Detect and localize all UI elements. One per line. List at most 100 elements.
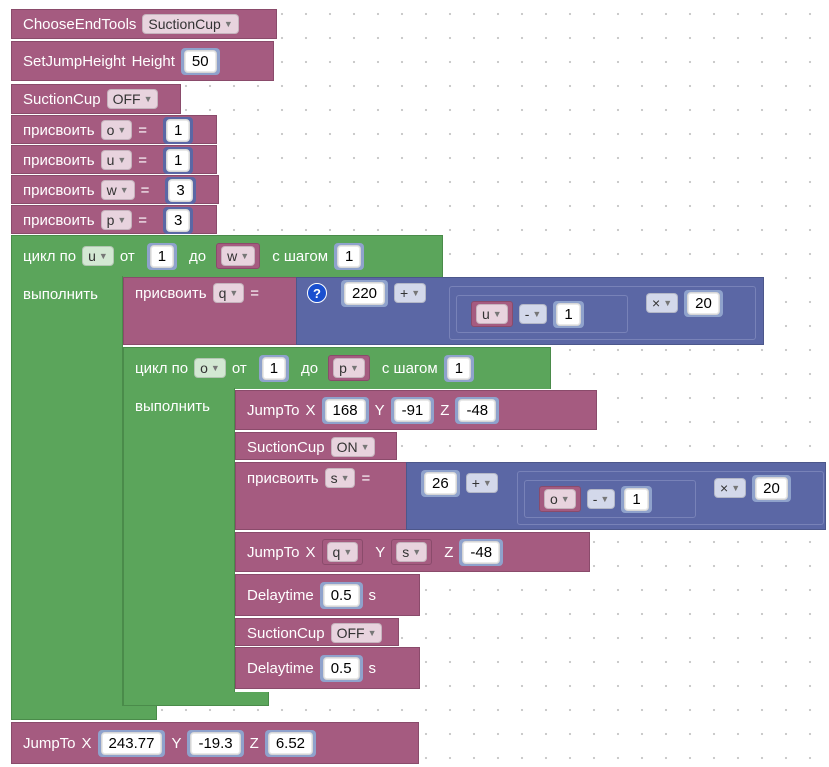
height-input[interactable]: 50 [183,49,217,73]
to-variable-block[interactable]: w ▼ [216,243,261,269]
assign-w-block[interactable]: присвоить w ▼ = 3 [11,175,219,204]
operator-dropdown[interactable]: × ▼ [646,293,679,313]
jump-to-block-1[interactable]: JumpTo X 168 Y -91 Z -48 [235,390,597,430]
variable-block-u[interactable]: u ▼ [471,301,513,327]
multiplier-input[interactable]: 20 [755,476,788,500]
chevron-down-icon: ▼ [210,363,220,373]
step-input[interactable]: 1 [446,356,472,380]
suction-cup-off-block[interactable]: SuctionCup OFF ▼ [11,84,181,114]
variable-dropdown[interactable]: w ▼ [100,180,135,200]
y-variable-block[interactable]: s ▼ [391,539,433,565]
multiply-expression[interactable]: u ▼ - ▼ 1 × ▼ 20 [449,286,756,340]
inner-loop-block[interactable]: цикл по o ▼ от 1 до p ▼ с шагом 1 [123,347,551,389]
value-input[interactable]: 1 [166,148,191,172]
variable-name: q [218,285,227,301]
y-input[interactable]: -91 [393,398,432,422]
z-input[interactable]: -48 [462,540,501,564]
choose-end-tools-block[interactable]: ChooseEndTools SuctionCup ▼ [11,9,277,39]
seconds-unit: s [368,659,377,677]
outer-loop-block[interactable]: цикл по u ▼ от 1 до w ▼ с шагом 1 [11,235,443,277]
variable-dropdown[interactable]: p ▼ [100,210,133,230]
variable-block-o[interactable]: o ▼ [539,486,581,512]
operator-dropdown[interactable]: × ▼ [714,478,747,498]
suction-cup-on-block[interactable]: SuctionCup ON ▼ [235,432,397,460]
suction-cup-off-block-2[interactable]: SuctionCup OFF ▼ [235,618,399,646]
y-label: Y [171,734,182,752]
assign-s-block[interactable]: присвоить s ▼ = [235,462,407,530]
operator-dropdown[interactable]: + ▼ [465,473,498,493]
delay-time-block-1[interactable]: Delaytime 0.5 s [235,574,420,616]
delay-input[interactable]: 0.5 [322,583,360,607]
delay-time-block-2[interactable]: Delaytime 0.5 s [235,647,420,689]
assign-q-block[interactable]: присвоить q ▼ = [123,277,297,345]
end-tool-dropdown[interactable]: SuctionCup ▼ [142,14,239,34]
variable-dropdown[interactable]: s ▼ [324,468,356,488]
set-jump-height-block[interactable]: SetJumpHeight Height 50 [11,41,274,81]
chevron-down-icon: ▼ [117,125,127,135]
z-input[interactable]: 6.52 [267,731,314,755]
chevron-down-icon: ▼ [532,309,542,319]
jump-to-block-2[interactable]: JumpTo X q ▼ Y s ▼ Z -48 [235,532,590,572]
inner-loop-foot [123,692,269,706]
loop-variable-dropdown[interactable]: u ▼ [82,246,114,266]
variable-dropdown[interactable]: q ▼ [212,283,245,303]
y-socket: -91 [390,396,435,424]
suction-state-dropdown[interactable]: OFF ▼ [330,623,383,643]
from-input[interactable]: 1 [149,244,175,268]
value-input[interactable]: 1 [166,118,191,142]
delay-time-label: Delaytime [247,659,314,677]
operator-dropdown[interactable]: - ▼ [586,489,616,509]
equals-sign: = [250,284,260,302]
s-math-expression[interactable]: 26 + ▼ o ▼ - ▼ 1 × ▼ 20 [406,462,826,530]
base-input[interactable]: 26 [424,471,457,495]
step-input[interactable]: 1 [337,244,362,268]
z-input[interactable]: -48 [458,398,497,422]
variable-dropdown[interactable]: o ▼ [544,489,576,509]
subtract-expression[interactable]: u ▼ - ▼ 1 [456,295,628,333]
q-math-expression[interactable]: ? 220 + ▼ u ▼ - ▼ 1 × ▼ 20 [296,277,764,345]
suction-state-dropdown[interactable]: OFF ▼ [106,89,159,109]
equals-sign: = [138,211,148,229]
subtrahend-input[interactable]: 1 [624,487,649,511]
delay-input[interactable]: 0.5 [322,656,360,680]
variable-dropdown[interactable]: u ▼ [476,304,508,324]
assign-u-block[interactable]: присвоить u ▼ = 1 [11,145,217,174]
y-variable-dropdown[interactable]: s ▼ [396,542,428,562]
value-input[interactable]: 3 [166,208,191,232]
subtrahend-input[interactable]: 1 [556,302,581,326]
loop-variable-dropdown[interactable]: o ▼ [194,358,226,378]
x-input[interactable]: 168 [324,398,366,422]
do-keyword: выполнить [23,285,98,303]
to-variable-dropdown[interactable]: w ▼ [221,246,256,266]
multiplier-input[interactable]: 20 [687,291,720,315]
equals-sign: = [138,151,148,169]
base-input[interactable]: 220 [344,281,386,305]
variable-dropdown[interactable]: u ▼ [100,150,133,170]
chevron-down-icon: ▼ [343,547,353,557]
value-input[interactable]: 3 [168,178,193,202]
from-input[interactable]: 1 [261,356,287,380]
multiply-expression[interactable]: o ▼ - ▼ 1 × ▼ 20 [517,471,824,525]
assign-o-block[interactable]: присвоить o ▼ = 1 [11,115,217,144]
to-variable-block[interactable]: p ▼ [328,355,370,381]
to-keyword: до [189,247,207,265]
suction-state-dropdown[interactable]: ON ▼ [330,437,376,457]
x-variable-dropdown[interactable]: q ▼ [326,542,359,562]
operator-dropdown[interactable]: + ▼ [394,283,427,303]
to-variable-dropdown[interactable]: p ▼ [333,358,365,378]
chevron-down-icon: ▼ [229,288,239,298]
chevron-down-icon: ▼ [223,19,233,29]
x-input[interactable]: 243.77 [100,731,163,755]
chevron-down-icon: ▼ [482,478,492,488]
subtrahend-socket: 1 [621,485,652,513]
equals-sign: = [361,469,371,487]
variable-dropdown[interactable]: o ▼ [100,120,133,140]
suction-state-value: OFF [112,91,141,107]
help-icon[interactable]: ? [307,283,327,303]
y-input[interactable]: -19.3 [190,731,241,755]
subtract-expression[interactable]: o ▼ - ▼ 1 [524,480,696,518]
x-variable-block[interactable]: q ▼ [321,539,364,565]
operator-dropdown[interactable]: - ▼ [518,304,548,324]
jump-to-block-final[interactable]: JumpTo X 243.77 Y -19.3 Z 6.52 [11,722,419,764]
assign-p-block[interactable]: присвоить p ▼ = 3 [11,205,217,234]
